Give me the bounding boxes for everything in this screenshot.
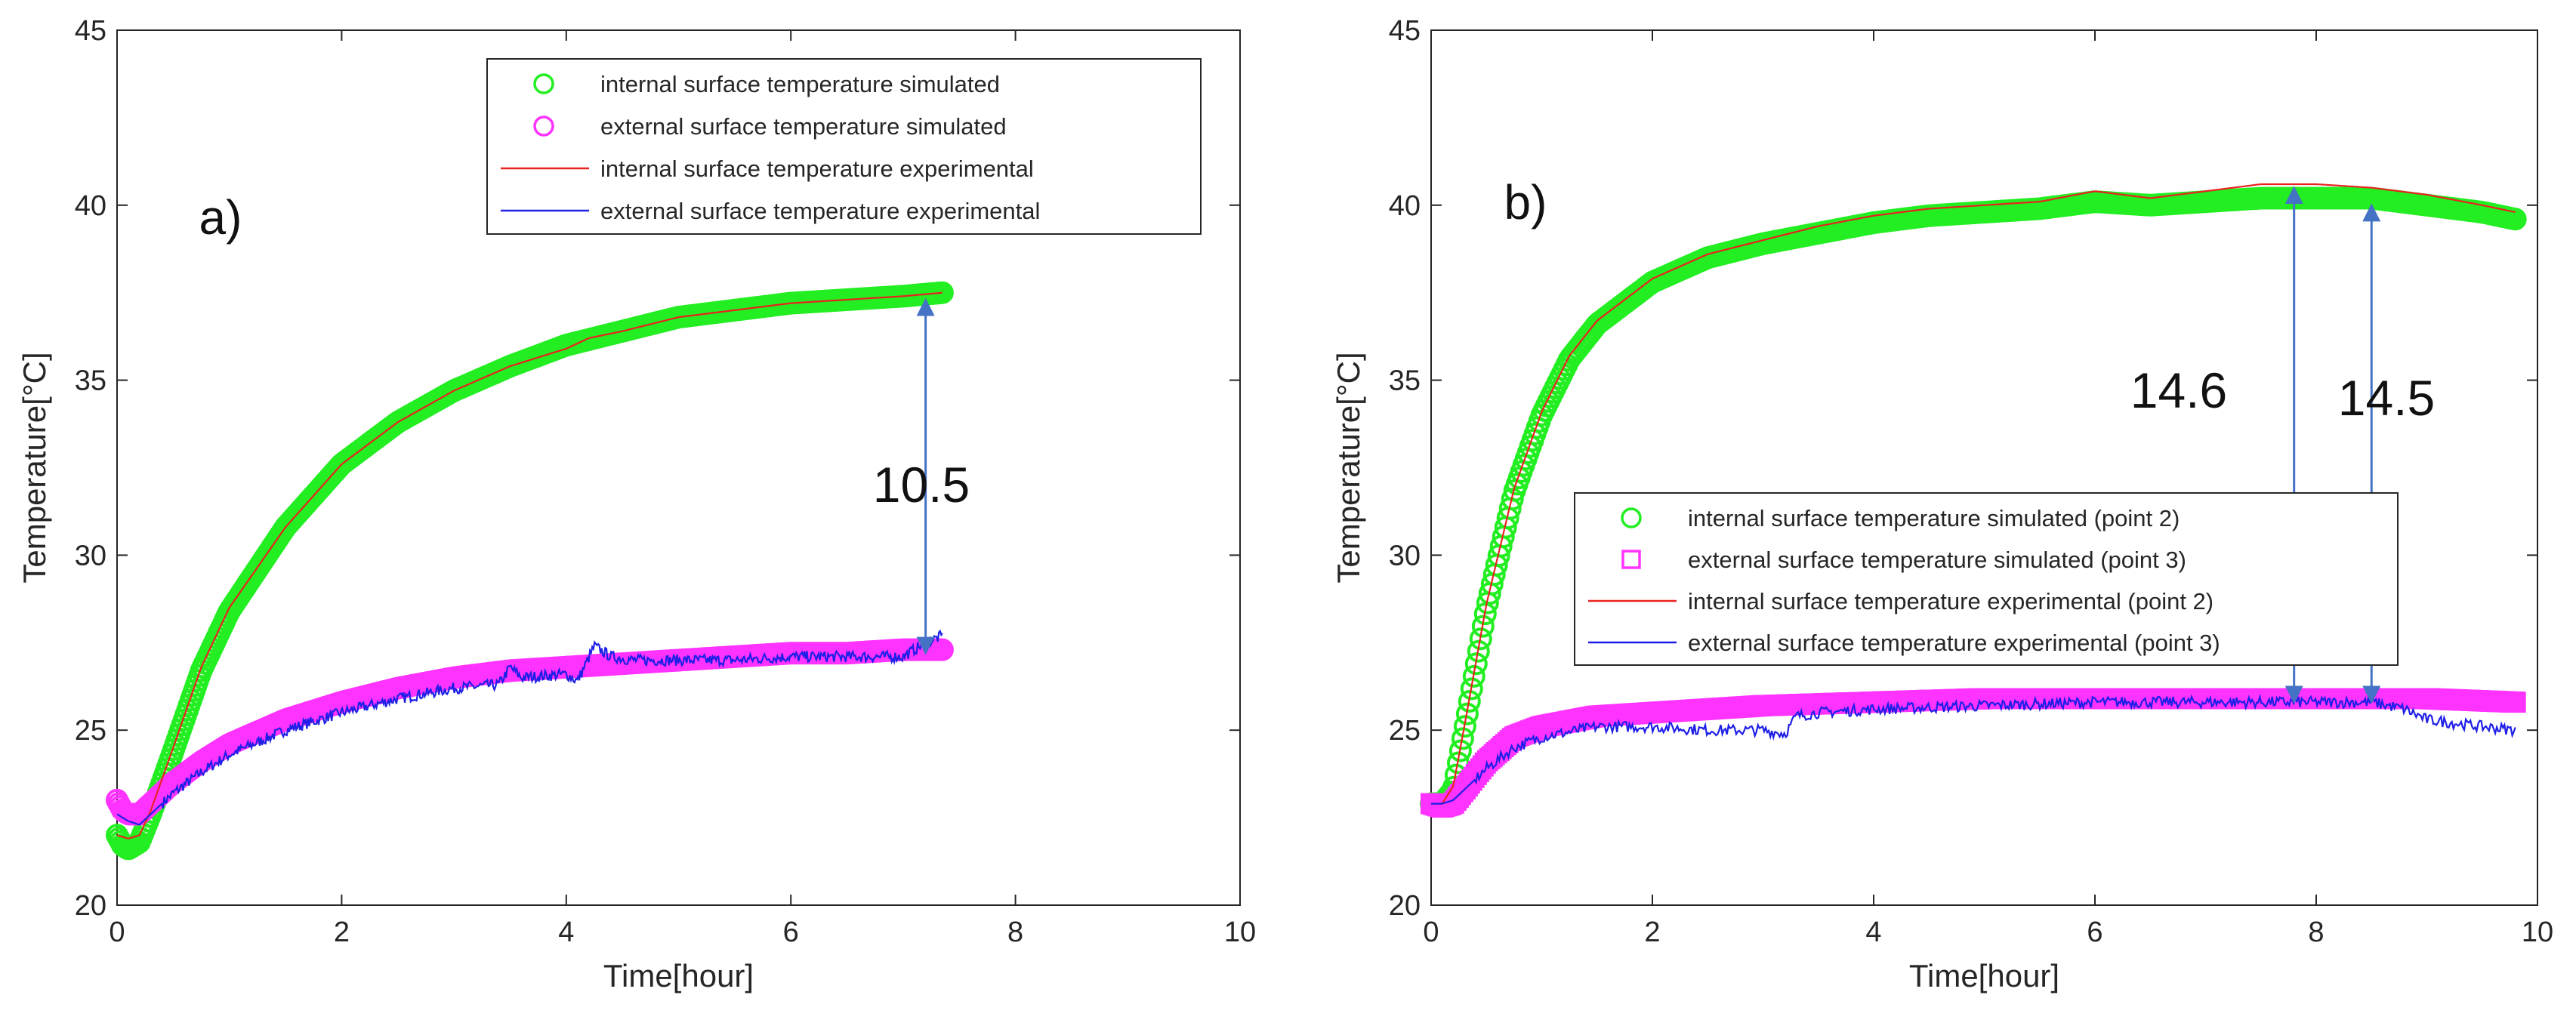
data-point	[1448, 739, 1472, 762]
panel-label: a)	[199, 190, 242, 245]
x-tick-label: 4	[558, 916, 574, 948]
difference-label: 14.5	[2338, 370, 2435, 426]
data-point	[1462, 664, 1485, 688]
series-4	[116, 629, 943, 826]
data-point	[1464, 652, 1488, 676]
y-axis-label: Temperature[°C]	[1331, 352, 1366, 583]
data-point	[930, 281, 954, 304]
x-tick-label: 10	[1224, 916, 1256, 948]
x-tick-label: 2	[334, 916, 350, 948]
x-axis-label: Time[hour]	[1909, 958, 2059, 993]
x-tick-label: 8	[2308, 916, 2324, 948]
legend-marker	[533, 116, 554, 137]
x-axis-label: Time[hour]	[603, 958, 754, 993]
y-axis-label: Temperature[°C]	[17, 352, 52, 583]
y-tick-label: 35	[1389, 365, 1421, 397]
y-tick-label: 20	[1389, 890, 1421, 922]
legend-label: internal surface temperature simulated (…	[1688, 505, 2180, 531]
x-tick-label: 0	[109, 916, 125, 948]
legend-label: external surface temperature experimenta…	[1688, 630, 2220, 656]
data-point	[2504, 692, 2526, 713]
legend-label: internal surface temperature experimenta…	[600, 156, 1034, 182]
data-point	[1501, 488, 1524, 511]
y-tick-label: 30	[1389, 540, 1421, 571]
chart-a: 0 2 4 6 8 10 20 25 30 35 40 45 Time[hour] Temperature…	[17, 15, 1256, 993]
legend-label: external surface temperature experimenta…	[600, 198, 1040, 224]
series-3	[1431, 183, 2516, 805]
y-tick-label: 20	[75, 890, 106, 922]
x-tick-label: 4	[1865, 916, 1881, 948]
y-tick-label: 45	[75, 15, 106, 47]
series-line	[116, 629, 943, 826]
legend-marker	[1621, 550, 1641, 569]
plot-frame	[1430, 29, 2538, 906]
legend-label: external surface temperature simulated	[600, 113, 1007, 140]
series-3	[116, 291, 942, 839]
data-point	[1460, 677, 1483, 701]
data-point	[2504, 208, 2527, 231]
y-tick-label: 40	[75, 190, 106, 222]
data-point	[1453, 715, 1476, 738]
legend: internal surface temperature simulated (…	[1574, 492, 2399, 666]
chart-b: 0 2 4 6 8 10 20 25 30 35 40 45 Time[hour] Temperature…	[1331, 15, 2553, 993]
difference-label: 14.6	[2130, 362, 2227, 418]
x-tick-label: 0	[1423, 916, 1439, 948]
series-4	[1431, 693, 2516, 805]
y-tick-label: 25	[1389, 715, 1421, 747]
y-tick-label: 25	[75, 715, 106, 747]
series-line	[1431, 183, 2516, 805]
panel-label: b)	[1504, 175, 1547, 229]
series-line	[1431, 693, 2516, 805]
legend-box	[1574, 492, 2399, 666]
legend-box	[486, 58, 1202, 235]
data-point	[1455, 702, 1479, 725]
y-tick-label: 35	[75, 365, 106, 397]
x-tick-label: 10	[2522, 916, 2553, 948]
data-point	[1467, 639, 1490, 663]
x-tick-label: 2	[1644, 916, 1660, 948]
legend-marker	[1621, 507, 1642, 528]
legend-label: internal surface temperature experimenta…	[1688, 588, 2214, 615]
x-tick-label: 8	[1007, 916, 1023, 948]
legend: internal surface temperature simulated ex…	[486, 58, 1202, 235]
x-tick-label: 6	[783, 916, 799, 948]
legend-label: external surface temperature simulated (…	[1688, 547, 2186, 573]
series-line	[116, 291, 942, 839]
data-point	[1469, 627, 1492, 651]
series-1	[106, 281, 954, 861]
legend-marker	[533, 73, 554, 94]
data-point	[1458, 690, 1481, 713]
x-tick-label: 6	[2087, 916, 2102, 948]
data-point	[1473, 602, 1497, 626]
y-tick-label: 45	[1389, 15, 1421, 47]
legend-label: internal surface temperature simulated	[600, 71, 1000, 97]
data-point	[1451, 727, 1474, 750]
data-point	[1471, 615, 1495, 638]
y-tick-label: 30	[75, 540, 106, 571]
y-tick-label: 40	[1389, 190, 1421, 222]
difference-label: 10.5	[873, 457, 970, 513]
